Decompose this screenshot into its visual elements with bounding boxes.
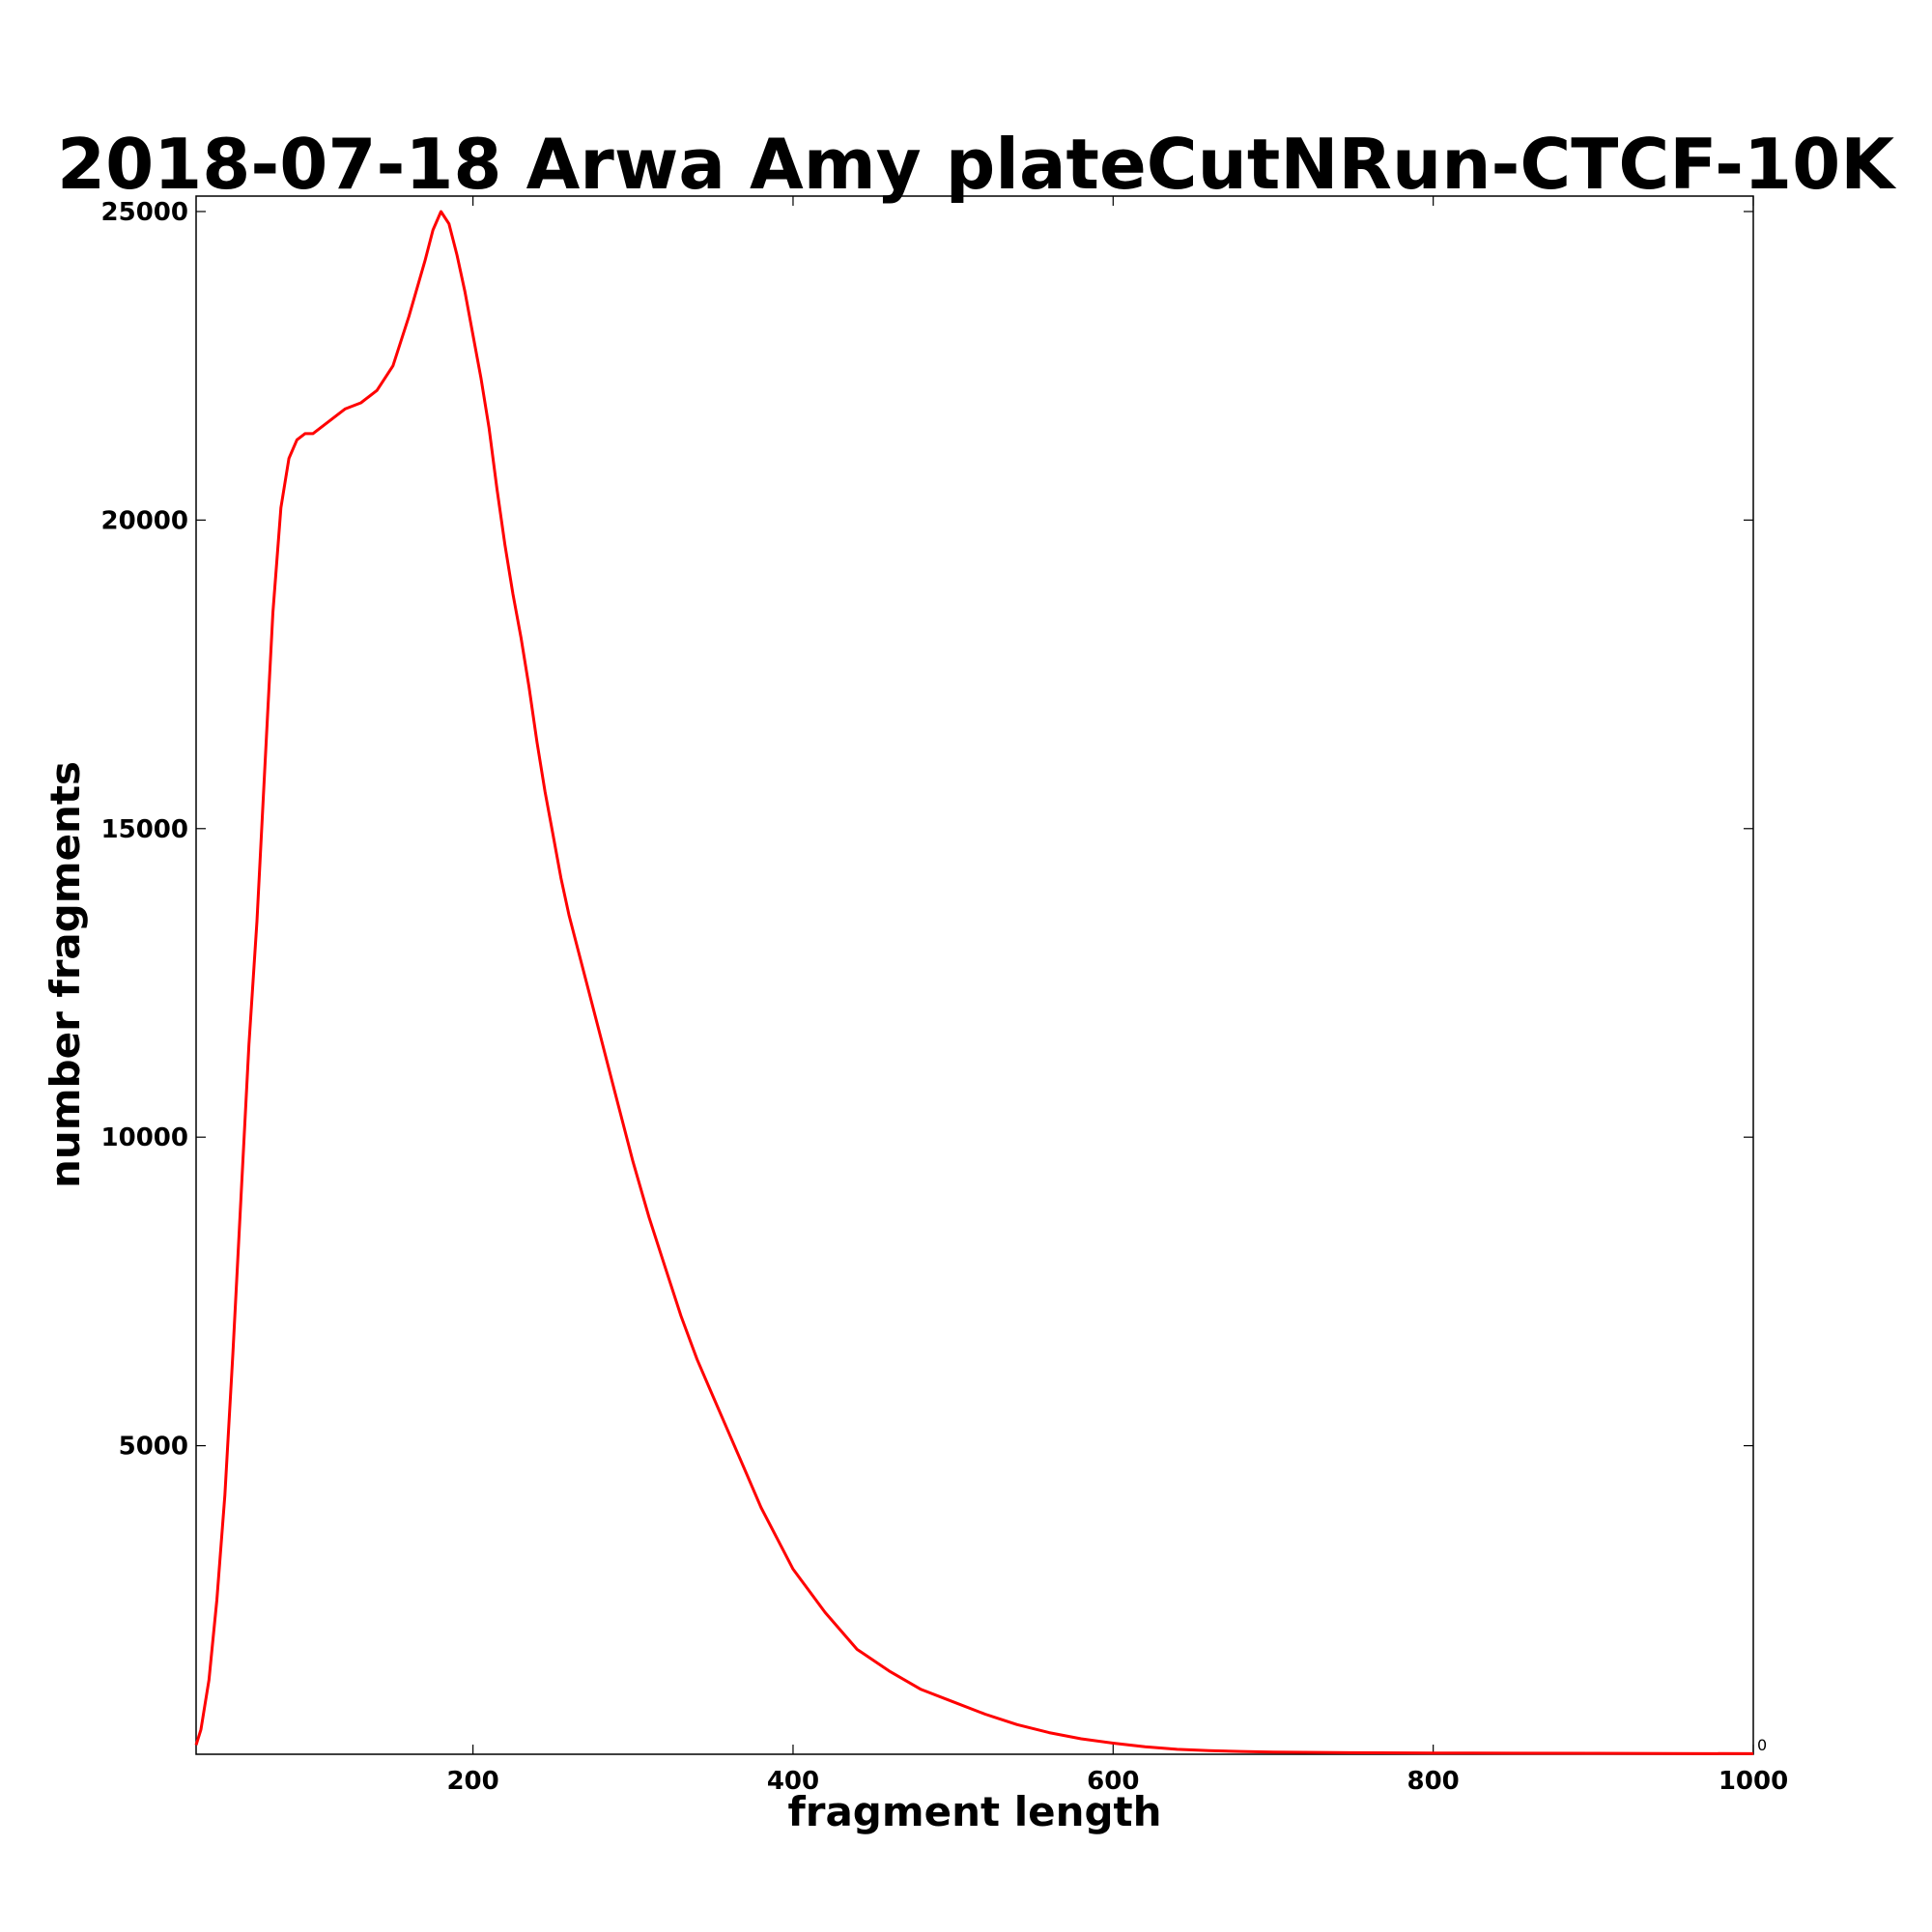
x-tick-label: 1000 xyxy=(1719,1767,1788,1796)
series-layer xyxy=(194,210,1754,1755)
x-tick-label: 400 xyxy=(767,1767,819,1796)
series-line xyxy=(194,210,1754,1755)
plot-frame xyxy=(195,195,1754,1755)
y-tick-label: 25000 xyxy=(101,198,188,227)
right-axis-zero-label: 0 xyxy=(1757,1736,1767,1754)
x-axis-label: fragment length xyxy=(787,1788,1161,1835)
y-axis-label: number fragments xyxy=(42,761,89,1188)
y-tick-label: 5000 xyxy=(119,1433,188,1462)
x-tick-label: 800 xyxy=(1407,1767,1460,1796)
x-tick-label: 200 xyxy=(446,1767,498,1796)
y-tick-label: 10000 xyxy=(101,1123,188,1152)
chart-title: 2018-07-18 Arwa Amy plateCutNRun-CTCF-10… xyxy=(57,124,1896,205)
ticks: 200 400 600 800 1000 5000 10000 15000 20000 25000 xyxy=(101,196,1788,1796)
y-tick-label: 15000 xyxy=(101,815,188,844)
y-tick-label: 20000 xyxy=(101,506,188,535)
x-tick-label: 600 xyxy=(1087,1767,1139,1796)
